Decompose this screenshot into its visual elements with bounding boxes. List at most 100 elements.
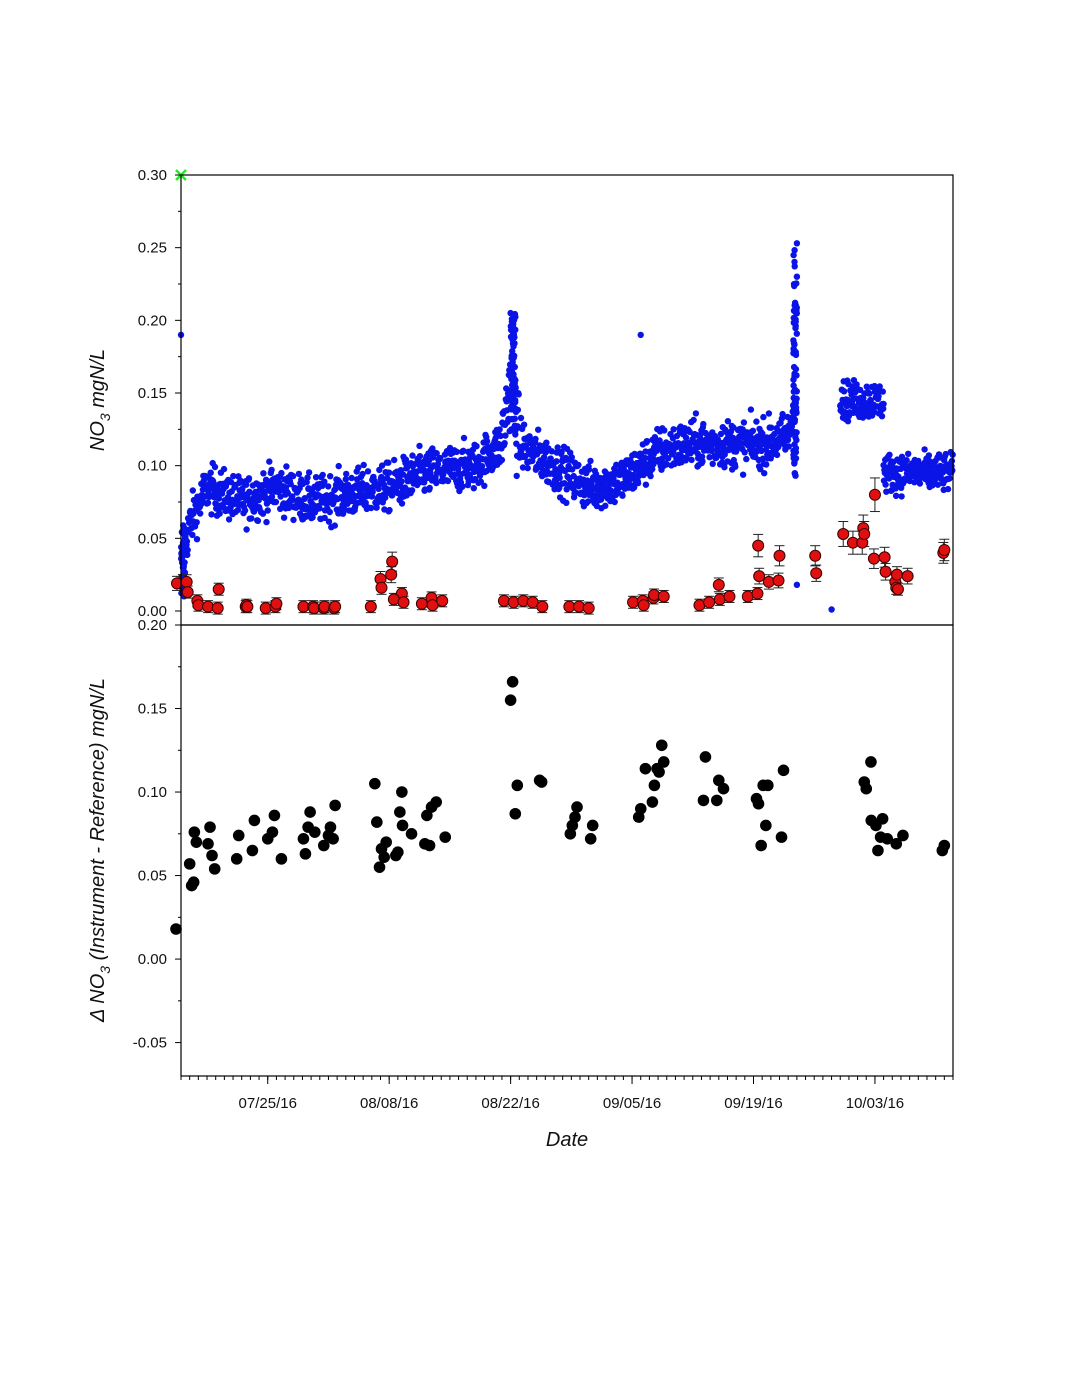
instrument-point-380 [326, 508, 333, 516]
instrument-point-720 [459, 483, 466, 490]
instrument-point-533 [386, 506, 393, 514]
instrument-point-1805 [875, 393, 882, 400]
instrument-point-1695 [790, 337, 797, 344]
instrument-point-1697 [791, 258, 798, 266]
instrument-point-1666 [793, 330, 800, 337]
instrument-point-263 [280, 514, 288, 521]
instrument-point-1688 [793, 372, 800, 379]
reference-point-7 [212, 583, 225, 596]
instrument-point-1701 [790, 382, 797, 389]
instrument-point-2020 [179, 545, 186, 552]
instrument-point-1353 [706, 454, 713, 461]
reference-point-4 [192, 599, 205, 612]
reference-point-24 [385, 568, 398, 581]
instrument-point-1237 [661, 427, 668, 434]
difference-point-49 [509, 807, 522, 820]
reference-point-48 [703, 596, 716, 609]
instrument-point-1447 [743, 455, 750, 463]
instrument-point-98 [216, 510, 223, 517]
instrument-point-1493 [761, 470, 768, 477]
difference-point-37 [390, 849, 402, 862]
reference-point-33 [497, 594, 510, 607]
instrument-point-875 [519, 464, 527, 471]
difference-point-35 [394, 806, 406, 818]
reference-point-61 [837, 527, 850, 540]
instrument-point-1608 [508, 415, 515, 423]
instrument-point-1318 [692, 410, 700, 417]
bottom-y-tick-label-0: -0.05 [133, 1035, 167, 1052]
x-axis-title: Date [546, 1129, 588, 1151]
difference-point-45 [439, 831, 452, 843]
instrument-point-336 [309, 514, 316, 521]
instrument-point-1464 [749, 427, 757, 434]
instrument-point-1912 [916, 480, 924, 487]
reference-point-40 [582, 602, 595, 615]
reference-point-31 [426, 599, 439, 612]
reference-point-60 [810, 567, 823, 580]
instrument-point-1645 [792, 324, 799, 332]
bottom-y-axis-title: Δ NO3 (Instrument - Reference) mgN/L [87, 678, 113, 1023]
difference-point-65 [657, 756, 670, 768]
reference-point-28 [397, 596, 410, 609]
difference-point-19 [297, 833, 310, 845]
difference-point-92 [936, 844, 949, 857]
top-y-tick-label-1: 0.05 [138, 530, 167, 547]
reference-point-36 [526, 596, 539, 609]
instrument-point-1683 [790, 280, 798, 288]
difference-point-70 [710, 794, 723, 807]
instrument-point-1490 [759, 455, 767, 462]
difference-point-27 [327, 833, 339, 845]
instrument-point-488 [368, 493, 376, 500]
instrument-point-109 [220, 465, 228, 473]
difference-point-76 [762, 779, 774, 792]
instrument-point-1170 [634, 479, 642, 487]
difference-point-22 [308, 826, 321, 838]
difference-point-17 [275, 853, 288, 865]
instrument-point-1694 [792, 316, 799, 323]
instrument-point-367 [321, 514, 328, 522]
top-y-tick-label-5: 0.25 [138, 240, 167, 257]
instrument-point-151 [237, 477, 244, 484]
difference-point-16 [266, 826, 279, 838]
instrument-point-1824 [882, 481, 889, 488]
instrument-point-1526 [773, 451, 781, 459]
instrument-point-545 [391, 456, 398, 464]
instrument-point-1213 [651, 434, 659, 441]
instrument-point-486 [367, 504, 375, 512]
instrument-point-77 [208, 511, 215, 518]
instrument-point-1704 [791, 399, 798, 407]
instrument-point-472 [362, 499, 369, 506]
instrument-point-565 [398, 500, 406, 507]
instrument-point-167 [243, 526, 250, 533]
reference-point-13 [270, 597, 283, 610]
instrument-point-986 [563, 499, 570, 506]
difference-point-51 [533, 774, 546, 787]
instrument-point-345 [312, 474, 320, 481]
instrument-point-232 [268, 493, 276, 500]
instrument-point-722 [460, 447, 467, 454]
instrument-point-683 [444, 477, 452, 485]
instrument-point-776 [481, 482, 488, 489]
difference-point-46 [506, 675, 519, 688]
instrument-point-859 [513, 472, 520, 480]
instrument-point-887 [524, 464, 531, 472]
reference-point-72 [890, 568, 903, 581]
difference-point-4 [190, 836, 203, 848]
instrument-point-1673 [790, 251, 797, 259]
instrument-point-1287 [680, 440, 687, 447]
reference-point-56 [762, 575, 775, 588]
instrument-point-196 [254, 517, 262, 524]
bottom-y-tick-label-2: 0.05 [138, 868, 167, 885]
instrument-point-490 [369, 488, 376, 495]
top-y-tick-label-6: 0.30 [138, 167, 167, 184]
instrument-point-1758 [856, 386, 864, 394]
reference-point-29 [415, 597, 428, 610]
instrument-point-878 [520, 421, 528, 428]
instrument-point-362 [319, 471, 326, 479]
instrument-point-568 [399, 471, 407, 478]
instrument-point-1619 [510, 343, 517, 350]
instrument-point-1690 [790, 363, 798, 371]
difference-point-18 [299, 848, 312, 860]
instrument-point-2043 [793, 273, 801, 280]
difference-point-3 [183, 858, 196, 870]
